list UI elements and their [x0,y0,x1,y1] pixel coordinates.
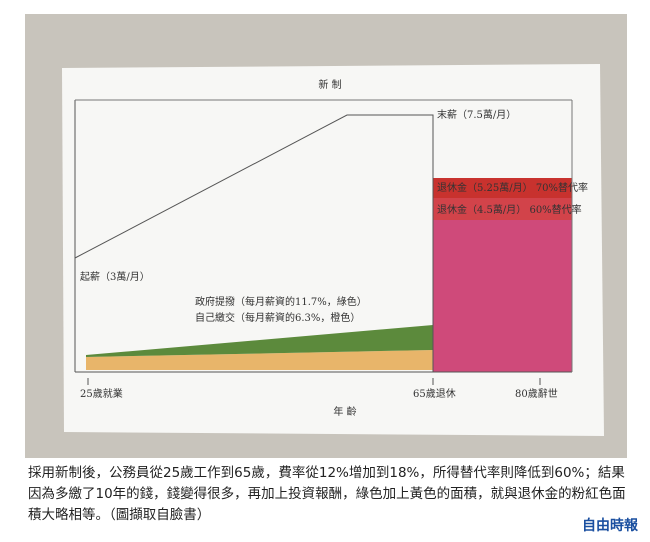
label: 末薪（7.5萬/月） [437,108,516,121]
source-logo[interactable]: 自由時報 [582,518,638,534]
label: 65歲退休 [413,387,456,400]
pension-area [433,220,572,372]
caption: 採用新制後，公務員從25歲工作到65歲，費率從12%增加到18%，所得替代率則降… [28,465,626,523]
x-axis-label: 年 齡 [333,405,356,418]
title: 新 制 [318,78,341,91]
self-area [86,350,433,370]
salary-line [74,114,434,372]
label: 自己繳交（每月薪資的6.3%，橙色） [195,311,360,324]
label: 政府提撥（每月薪資的11.7%，綠色） [195,295,367,308]
gov-area [86,325,433,357]
label: 25歲就業 [80,387,123,400]
label: 起薪（3萬/月） [80,270,150,283]
label: 退休金（4.5萬/月） 60%替代率 [437,203,582,216]
photo: 新 制 末薪（7.5萬/月） 起薪（3萬/月） 退休金（5.25萬/月） 70%… [25,14,627,458]
label: 退休金（5.25萬/月） 70%替代率 [437,181,588,194]
label: 80歲辭世 [515,387,558,400]
pension-old-area [433,178,572,198]
pension-new-top [433,198,572,220]
